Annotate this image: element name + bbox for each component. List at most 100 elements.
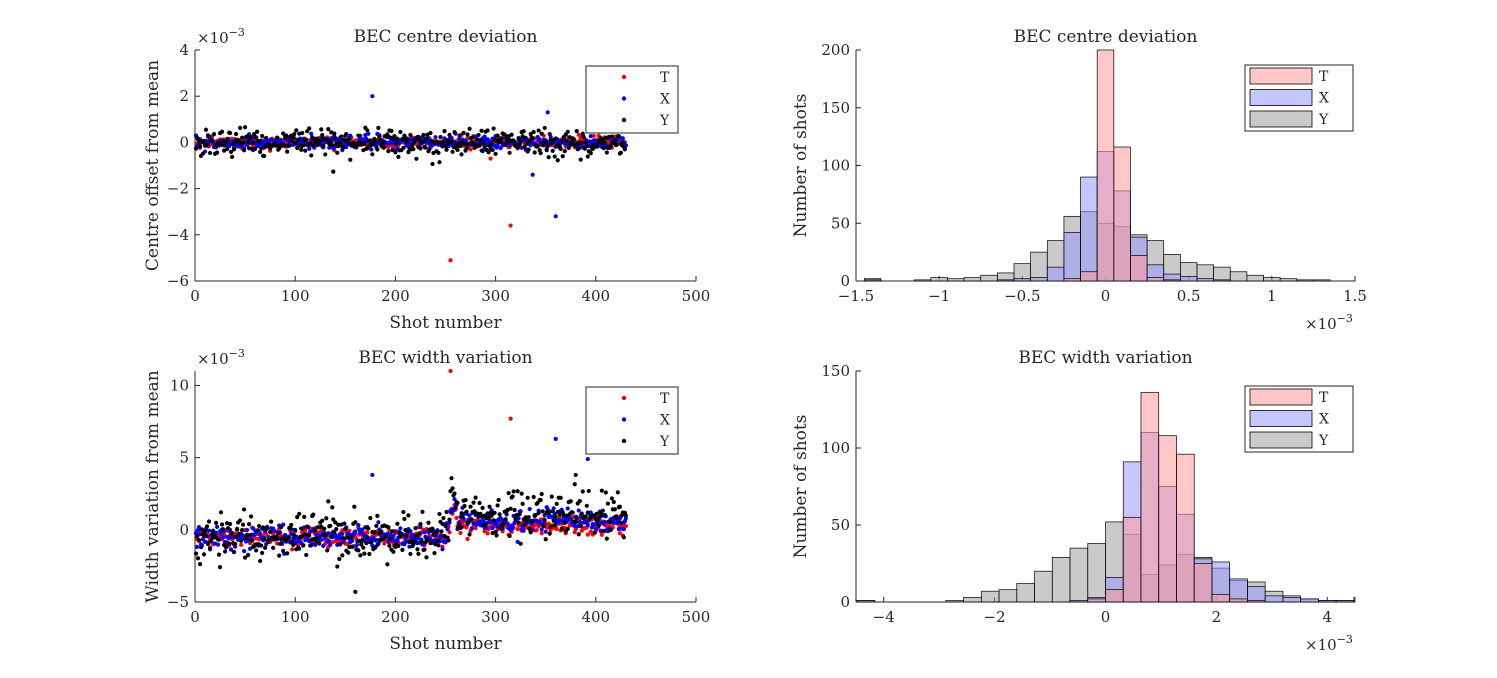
y-tick-label: 5 xyxy=(179,449,189,467)
scatter-point-X xyxy=(408,528,413,534)
scatter-point-Y xyxy=(612,507,617,512)
scatter-point-Y xyxy=(218,510,224,515)
scatter-point-Y xyxy=(259,543,264,548)
scatter-point-Y xyxy=(609,496,614,501)
scatter-point-Y xyxy=(362,551,367,556)
scatter-point-Y xyxy=(536,128,541,133)
scatter-point-Y xyxy=(406,150,411,155)
scatter-point-Y xyxy=(609,134,614,139)
scatter-point-Y xyxy=(279,525,284,530)
scatter-point-Y xyxy=(428,130,433,136)
y-tick-label: 2 xyxy=(179,87,189,105)
scatter-point-Y xyxy=(193,551,199,556)
scatter-point-Y xyxy=(532,150,537,155)
y-tick-label: −5 xyxy=(167,593,189,611)
scatter-point-Y xyxy=(465,132,470,137)
legend-marker-X xyxy=(621,417,627,422)
scatter-point-Y xyxy=(231,147,237,152)
scatter-point-T xyxy=(554,526,559,532)
hist-bar-X xyxy=(1335,600,1355,603)
scatter-point-Y xyxy=(546,511,551,516)
legend-swatch-T xyxy=(1249,67,1313,85)
scatter-point-Y xyxy=(616,134,621,139)
scatter-point-Y xyxy=(424,555,429,560)
scatter-point-Y xyxy=(547,131,552,137)
scatter-point-Y xyxy=(342,521,347,526)
scatter-point-Y xyxy=(458,143,463,149)
scatter-point-Y xyxy=(386,149,391,154)
scatter-point-Y xyxy=(225,526,231,531)
scatter-point-Y xyxy=(400,547,405,552)
scatter-point-Y xyxy=(437,160,442,165)
scatter-point-Y xyxy=(315,136,320,141)
scatter-point-Y xyxy=(598,511,603,516)
scatter-point-X xyxy=(495,143,500,148)
scatter-point-Y xyxy=(295,145,300,151)
scatter-point-Y xyxy=(223,140,229,145)
scatter-point-Y xyxy=(530,518,535,524)
hist-bar-Y xyxy=(980,590,1000,603)
scatter-point-Y xyxy=(564,138,569,143)
scatter-point-Y xyxy=(536,510,541,516)
scatter-point-Y xyxy=(359,542,364,547)
scatter-point-Y xyxy=(599,140,604,146)
legend-label-Y: Y xyxy=(1318,433,1329,449)
scatter-point-Y xyxy=(256,528,261,533)
scatter-point-Y xyxy=(337,556,342,562)
hist-bar-T xyxy=(1146,277,1165,282)
scatter-point-X xyxy=(376,520,381,525)
y-tick-label: 50 xyxy=(831,214,850,232)
scatter-point-T xyxy=(485,531,490,536)
scatter-outlier-X xyxy=(553,436,558,441)
y-tick-label: −2 xyxy=(167,180,189,198)
scatter-point-Y xyxy=(418,521,423,527)
scatter-point-X xyxy=(443,540,448,545)
scatter-point-Y xyxy=(438,135,443,140)
scatter-point-Y xyxy=(612,137,617,142)
scatter-point-Y xyxy=(385,562,390,567)
scatter-point-Y xyxy=(560,154,565,159)
hist-bar-X xyxy=(1013,278,1031,282)
legend-label-X: X xyxy=(1319,91,1329,107)
scatter-point-Y xyxy=(584,503,589,508)
scatter-point-X xyxy=(598,528,603,534)
scatter-point-Y xyxy=(207,150,213,156)
scatter-point-Y xyxy=(422,547,427,552)
scatter-point-Y xyxy=(260,550,265,556)
scatter-point-Y xyxy=(193,146,199,151)
scatter-point-Y xyxy=(533,512,538,518)
scatter-point-X xyxy=(510,526,515,531)
y-tick-label: 10 xyxy=(170,376,189,394)
scatter-point-Y xyxy=(376,541,381,546)
scatter-point-Y xyxy=(236,531,242,536)
scatter-point-Y xyxy=(553,514,558,519)
scatter-point-Y xyxy=(575,147,580,152)
scatter-point-Y xyxy=(614,142,619,147)
scatter-point-Y xyxy=(255,129,260,134)
scatter-point-Y xyxy=(336,144,341,149)
hist-bar-T xyxy=(1163,279,1181,282)
scatter-point-Y xyxy=(196,538,202,543)
scatter-point-Y xyxy=(477,143,482,148)
scatter-point-Y xyxy=(315,536,320,541)
scatter-point-Y xyxy=(426,520,431,525)
scatter-point-T xyxy=(539,531,544,536)
scatter-point-Y xyxy=(592,530,597,535)
legend-marker-Y xyxy=(621,117,627,123)
scatter-point-Y xyxy=(365,535,370,540)
scatter-point-Y xyxy=(596,523,601,528)
scatter-point-T xyxy=(365,530,370,535)
scatter-point-Y xyxy=(450,486,455,491)
scatter-point-X xyxy=(620,136,625,141)
scatter-point-X xyxy=(537,137,542,142)
hist-bar-X xyxy=(1179,276,1198,282)
scatter-point-X xyxy=(478,523,483,528)
scatter-point-Y xyxy=(301,543,306,548)
scatter-point-T xyxy=(447,530,452,535)
scatter-point-Y xyxy=(528,530,533,535)
scatter-point-X xyxy=(241,549,247,554)
x-tick-label: 0 xyxy=(190,287,200,305)
scatter-point-X xyxy=(313,542,318,547)
scatter-point-Y xyxy=(453,505,458,510)
scatter-point-Y xyxy=(452,130,457,135)
